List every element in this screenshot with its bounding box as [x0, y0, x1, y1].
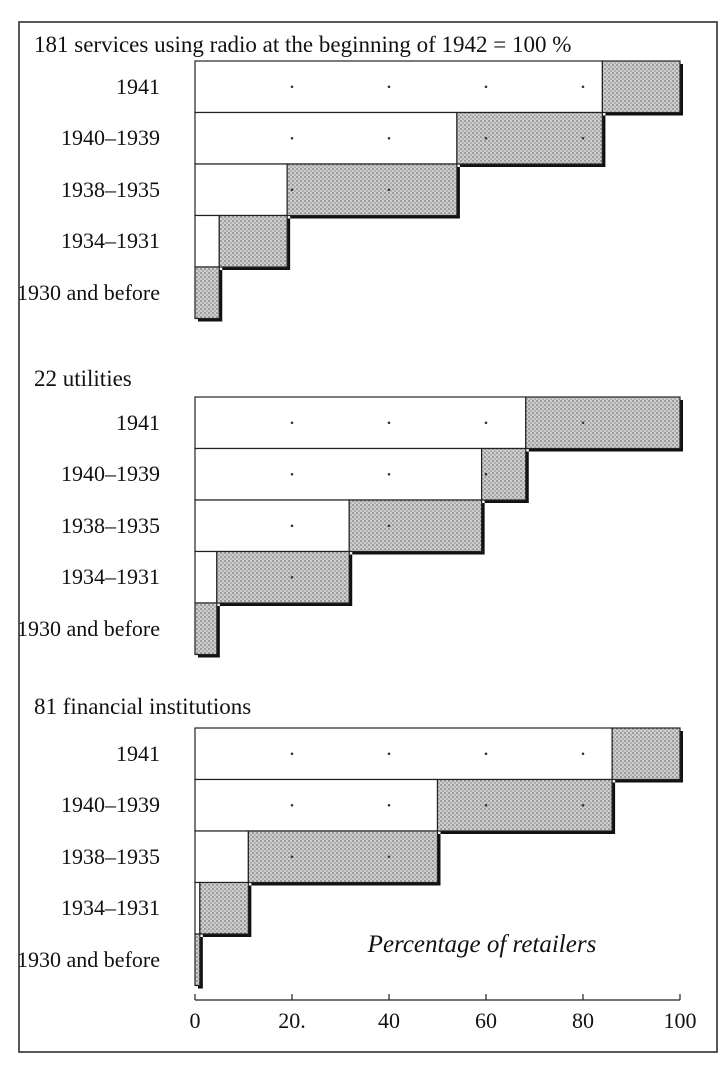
row-label: 1941: [116, 73, 160, 99]
cumulative-bar: [194, 830, 249, 884]
grid-dot: [581, 421, 585, 425]
cumulative-bar: [194, 214, 220, 268]
grid-dot: [290, 85, 294, 89]
row-label: 1930 and before: [17, 279, 160, 305]
row-label: 1941: [116, 409, 160, 435]
grid-dot: [581, 803, 585, 807]
grid-dot: [484, 136, 488, 140]
grid-dot: [581, 85, 585, 89]
grid-dot: [387, 136, 391, 140]
cumulative-bar: [194, 60, 603, 114]
row-label: 1934–1931: [61, 564, 160, 590]
grid-dot: [484, 803, 488, 807]
cumulative-bar: [194, 163, 288, 217]
x-tick-label: 80: [572, 1008, 594, 1033]
cumulative-bar: [194, 727, 613, 781]
grid-dot: [387, 188, 391, 192]
row-label: 1934–1931: [61, 228, 160, 254]
row-label: 1930 and before: [17, 946, 160, 972]
x-tick-label: 0: [190, 1008, 201, 1033]
frame: [18, 21, 718, 1053]
grid-dot: [387, 524, 391, 528]
cumulative-bar: [194, 499, 350, 553]
grid-dot: [290, 575, 294, 579]
grid-dot: [484, 421, 488, 425]
row-label: 1940–1939: [61, 125, 160, 151]
x-tick-label: 20.: [278, 1008, 306, 1033]
grid-dot: [290, 421, 294, 425]
cumulative-bar: [194, 111, 458, 165]
bar: [199, 881, 249, 935]
grid-dot: [387, 803, 391, 807]
grid-dot: [290, 855, 294, 859]
grid-dot: [387, 472, 391, 476]
bar: [286, 163, 458, 217]
cumulative-bar: [194, 447, 483, 501]
bar: [436, 778, 613, 832]
row-label: 1930 and before: [17, 615, 160, 641]
panel-title: 22 utilities: [34, 366, 132, 391]
x-tick-label: 60: [475, 1008, 497, 1033]
bar: [194, 602, 218, 656]
grid-dot: [387, 421, 391, 425]
row-label: 1938–1935: [61, 176, 160, 202]
grid-dot: [484, 752, 488, 756]
x-axis-label: Percentage of retailers: [367, 931, 597, 958]
grid-dot: [290, 136, 294, 140]
bar: [218, 214, 288, 268]
bar: [194, 933, 201, 987]
grid-dot: [290, 524, 294, 528]
cumulative-bar: [194, 778, 439, 832]
bar: [611, 727, 681, 781]
cumulative-bar: [194, 550, 218, 604]
grid-dot: [387, 752, 391, 756]
bar: [194, 266, 220, 320]
bar: [247, 830, 439, 884]
panel-title: 181 services using radio at the beginnin…: [34, 32, 572, 57]
grid-dot: [581, 752, 585, 756]
x-tick-label: 100: [664, 1008, 697, 1033]
grid-dot: [290, 188, 294, 192]
bar: [481, 447, 527, 501]
grid-dot: [387, 855, 391, 859]
bar: [456, 111, 603, 165]
x-tick-label: 40: [378, 1008, 400, 1033]
row-label: 1934–1931: [61, 895, 160, 921]
bar: [348, 499, 483, 553]
row-label: 1938–1935: [61, 512, 160, 538]
row-label: 1938–1935: [61, 843, 160, 869]
grid-dot: [484, 472, 488, 476]
bar: [601, 60, 681, 114]
cumulative-bar: [194, 881, 201, 935]
grid-dot: [484, 85, 488, 89]
panel-title: 81 financial institutions: [34, 694, 252, 719]
bar: [216, 550, 350, 604]
bar: [525, 396, 681, 450]
row-label: 1940–1939: [61, 792, 160, 818]
grid-dot: [290, 472, 294, 476]
row-label: 1940–1939: [61, 461, 160, 487]
grid-dot: [290, 803, 294, 807]
grid-dot: [581, 136, 585, 140]
row-label: 1941: [116, 740, 160, 766]
grid-dot: [387, 85, 391, 89]
grid-dot: [290, 752, 294, 756]
cumulative-bar: [194, 396, 527, 450]
